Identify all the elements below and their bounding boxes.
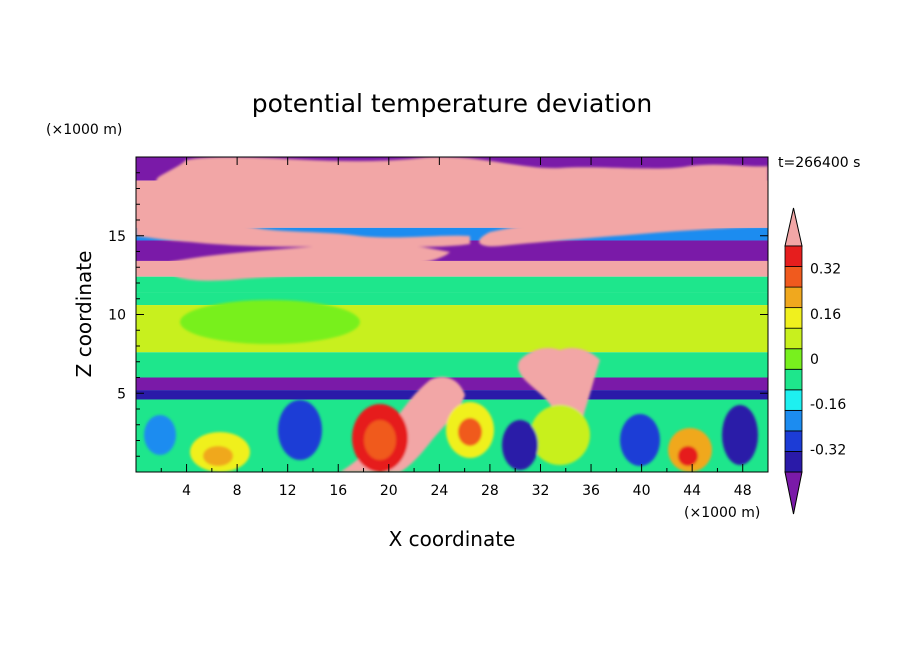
upper-positive-region-2	[136, 200, 470, 247]
x-unit-label: (×1000 m)	[684, 505, 760, 521]
x-tick-label: 40	[633, 483, 651, 499]
x-tick-label: 24	[430, 483, 448, 499]
colorbar: 0.32 0.16 0 -0.16 -0.32	[784, 207, 846, 515]
x-tick-label: 28	[481, 483, 499, 499]
colorbar-segment	[784, 307, 803, 329]
cold-cell-2	[502, 420, 538, 470]
colorbar-segment	[784, 430, 803, 452]
time-label: t=266400 s	[778, 155, 860, 171]
plot-area	[136, 157, 768, 472]
y-axis-ticks: 5 10 15	[108, 172, 768, 457]
contour-features	[136, 157, 768, 472]
warm-cell-1-core	[364, 420, 396, 460]
colorbar-min-arrow	[784, 471, 803, 515]
colorbar-tick-label: -0.32	[810, 442, 846, 458]
colorbar-segment	[784, 409, 803, 432]
colorbar-tick-label: -0.16	[810, 397, 846, 413]
colorbar-segment	[784, 327, 803, 350]
warm-cell-2-core	[203, 446, 233, 466]
y-tick-label: 5	[117, 386, 126, 402]
colorbar-segment	[784, 368, 803, 391]
cold-cell-3	[620, 414, 660, 466]
colorbar-tick-label: 0.32	[810, 262, 841, 278]
colorbar-segment	[784, 348, 803, 370]
warm-cell-4	[530, 405, 590, 465]
mid-green-bulge	[180, 300, 360, 344]
colorbar-tick-label: 0.16	[810, 307, 841, 323]
colorbar-segment	[784, 266, 803, 288]
x-tick-label: 8	[233, 483, 242, 499]
y-tick-label: 10	[108, 308, 126, 324]
cold-cell-1	[278, 400, 322, 460]
y-axis-label: Z coordinate	[72, 251, 96, 378]
chart-title: potential temperature deviation	[252, 89, 652, 118]
x-axis-ticks: 4 8 12 16 20 24 28 32 36 40 44 48	[160, 157, 752, 499]
x-axis-label: X coordinate	[389, 527, 516, 551]
colorbar-segment	[784, 389, 803, 411]
plume-right	[517, 348, 600, 460]
upper-positive-region-3	[479, 200, 768, 247]
colorbar-tick-label: 0	[810, 352, 819, 368]
x-tick-label: 12	[279, 483, 297, 499]
mid-positive-region	[170, 242, 450, 281]
warm-cell-3-core	[458, 418, 482, 446]
warm-cell-5-core	[678, 446, 698, 466]
y-unit-label: (×1000 m)	[46, 122, 122, 138]
colorbar-segment	[784, 245, 803, 267]
x-tick-label: 48	[734, 483, 752, 499]
x-tick-label: 36	[582, 483, 600, 499]
layer-band-5	[136, 276, 768, 293]
x-tick-label: 4	[182, 483, 191, 499]
upper-positive-region	[156, 157, 768, 214]
cold-cell-4	[144, 415, 176, 455]
x-tick-label: 32	[532, 483, 550, 499]
y-tick-label: 15	[108, 229, 126, 245]
colorbar-segment	[784, 451, 803, 473]
colorbar-segment	[784, 286, 803, 309]
x-tick-label: 44	[683, 483, 701, 499]
cold-cell-5	[722, 405, 758, 465]
layer-band-8	[136, 352, 768, 378]
x-tick-label: 16	[329, 483, 347, 499]
x-tick-label: 20	[380, 483, 398, 499]
colorbar-max-arrow	[784, 207, 803, 247]
